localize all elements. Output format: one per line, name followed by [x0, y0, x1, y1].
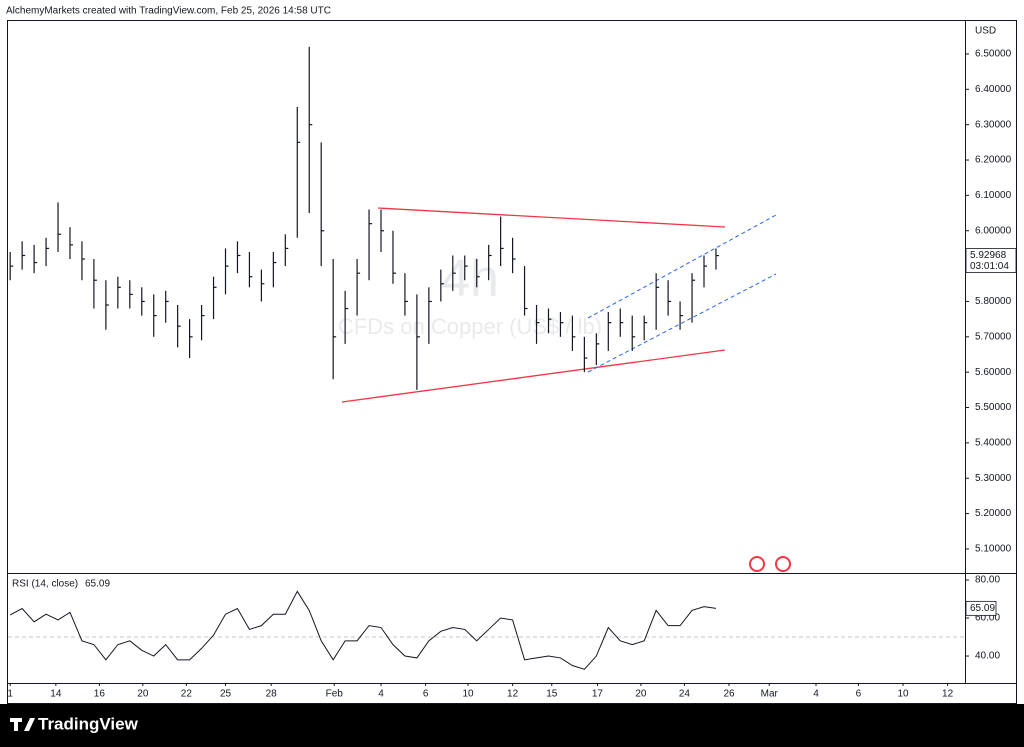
currency-label: USD: [975, 26, 996, 37]
y-tick-label: 5.20000: [975, 508, 1012, 519]
x-tick-label: 28: [266, 689, 278, 700]
trend-line: [377, 207, 726, 228]
y-tick-label: 6.20000: [975, 155, 1012, 166]
x-tick-label: 1: [7, 689, 13, 700]
x-tick-label: 20: [635, 689, 647, 700]
y-tick-label: 6.40000: [975, 84, 1012, 95]
rsi-line: [9, 590, 717, 670]
y-tick-label: 5.30000: [975, 473, 1012, 484]
x-tick-label: 25: [220, 689, 232, 700]
x-tick-label: 4: [813, 689, 819, 700]
rsi-value-box: [965, 600, 997, 616]
rsi-legend-value: 65.09: [85, 579, 110, 590]
frame: [7, 20, 1017, 704]
watermark: 4h: [441, 250, 499, 308]
header: AlchemyMarkets created with TradingView.…: [6, 6, 331, 17]
y-tick-label: 5.50000: [975, 402, 1012, 413]
rsi-value-label: 65.09: [970, 603, 995, 614]
last-price-label: 5.92968: [970, 250, 1007, 261]
y-tick-label: 5.80000: [975, 296, 1012, 307]
x-tick-label: 22: [181, 689, 193, 700]
symbol-watermark: CFDs on Copper (US$ / lb): [338, 314, 602, 339]
x-tick-label: 6: [423, 689, 429, 700]
y-tick-label: 6.30000: [975, 119, 1012, 130]
event-markers: [749, 556, 791, 572]
countdown: 03:01:04: [970, 261, 1009, 272]
x-tick-label: 6: [856, 689, 862, 700]
x-tick-label: 20: [137, 689, 149, 700]
x-tick-label: 16: [94, 689, 106, 700]
x-tick-label: 24: [679, 689, 691, 700]
x-tick-label: Mar: [761, 689, 779, 700]
y-tick-label: 60.00: [975, 613, 1000, 624]
x-tick-label: 26: [723, 689, 735, 700]
x-tick-label: 4: [378, 689, 384, 700]
trend-line: [341, 349, 726, 403]
y-tick-label: 5.70000: [975, 331, 1012, 342]
y-tick-label: 5.60000: [975, 367, 1012, 378]
x-tick-label: 12: [942, 689, 954, 700]
brand-logo: [10, 718, 35, 731]
channel-line: [587, 273, 777, 373]
x-tick-label: 12: [507, 689, 519, 700]
y-tick-label: 6.00000: [975, 225, 1012, 236]
y-tick-label: 6.50000: [975, 49, 1012, 60]
y-tick-label: 5.10000: [975, 544, 1012, 555]
x-tick-label: 14: [50, 689, 62, 700]
x-tick-label: Feb: [326, 689, 344, 700]
x-tick-label: 10: [897, 689, 909, 700]
x-tick-label: 15: [546, 689, 558, 700]
x-tick-label: 10: [462, 689, 474, 700]
y-tick-label: 6.10000: [975, 190, 1012, 201]
channel-line: [587, 214, 777, 319]
brand: TradingView: [38, 714, 139, 733]
y-tick-label: 80.00: [975, 575, 1000, 586]
y-tick-label: 40.00: [975, 651, 1000, 662]
x-tick-label: 17: [592, 689, 604, 700]
footer: [0, 704, 1024, 747]
y-tick-label: 5.40000: [975, 438, 1012, 449]
rsi-title: RSI (14, close): [12, 579, 78, 590]
last-price-box: [965, 248, 1017, 273]
event-icon[interactable]: [749, 556, 765, 572]
event-icon[interactable]: [775, 556, 791, 572]
